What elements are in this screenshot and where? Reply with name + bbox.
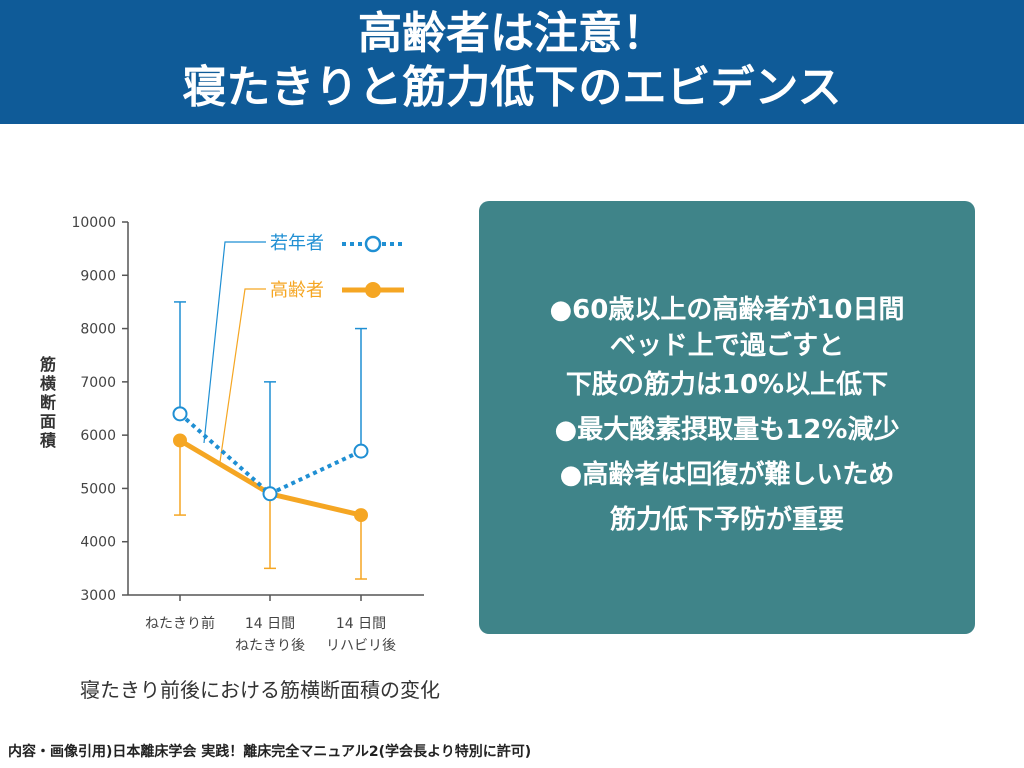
title-line-1: 高齢者は注意！: [358, 8, 666, 59]
x-tick-label: リハビリ後: [326, 638, 396, 654]
chart-caption: 寝たきり前後における筋横断面積の変化: [80, 678, 440, 702]
panel-line: 下肢の筋力は10%以上低下: [565, 370, 889, 400]
title-banner: 高齢者は注意！ 寝たきりと筋力低下のエビデンス: [0, 0, 1024, 124]
legend-leader-young: [203, 241, 266, 444]
y-axis-label: 面: [40, 412, 56, 431]
data-point-old: [173, 433, 187, 448]
legend-label-old: 高齢者: [270, 280, 324, 301]
x-tick-label: ねたきり前: [145, 615, 215, 632]
legend-label-young: 若年者: [270, 233, 324, 254]
y-tick-label: 8000: [80, 322, 116, 338]
y-axis-label: 筋: [40, 355, 56, 374]
x-tick-label: 14 日間: [336, 616, 386, 632]
legend-leader-old: [219, 288, 266, 463]
y-axis-label: 断: [40, 393, 56, 412]
source-footer: 内容・画像引用)日本離床学会 実践！離床完全マニュアル2(学会長より特別に許可): [8, 744, 532, 760]
legend-marker-young: [364, 235, 382, 253]
y-axis-label: 横: [40, 374, 57, 393]
legend-marker-old: [365, 282, 381, 298]
x-tick-label: ねたきり後: [235, 638, 305, 654]
data-point-young: [353, 443, 369, 459]
y-tick-label: 3000: [80, 588, 116, 604]
panel-line: ●最大酸素摂取量も12%減少: [554, 415, 900, 445]
y-tick-label: 5000: [80, 481, 116, 497]
y-tick-label: 7000: [80, 375, 116, 391]
y-tick-label: 10000: [71, 215, 116, 231]
x-tick-label: 14 日間: [245, 616, 295, 632]
panel-line: ベッド上で過ごすと: [609, 331, 845, 361]
y-tick-label: 6000: [80, 428, 116, 444]
data-point-old: [354, 508, 368, 523]
data-point-young: [172, 406, 188, 422]
y-tick-label: 9000: [80, 268, 116, 284]
panel-line: 筋力低下予防が重要: [609, 505, 844, 535]
y-axis-label: 積: [40, 431, 57, 450]
panel-line: ●60歳以上の高齢者が10日間: [549, 295, 905, 325]
info-panel: ●60歳以上の高齢者が10日間 ベッド上で過ごすと 下肢の筋力は10%以上低下 …: [479, 201, 975, 634]
y-tick-label: 4000: [80, 535, 116, 551]
muscle-area-chart: 3000 4000 5000 6000 7000 8000 9000 10000 筋横断面積ねた…: [40, 215, 424, 654]
title-line-2: 寝たきりと筋力低下のエビデンス: [182, 62, 842, 113]
data-point-young: [262, 486, 278, 502]
panel-line: ●高齢者は回復が難しいため: [559, 460, 895, 490]
